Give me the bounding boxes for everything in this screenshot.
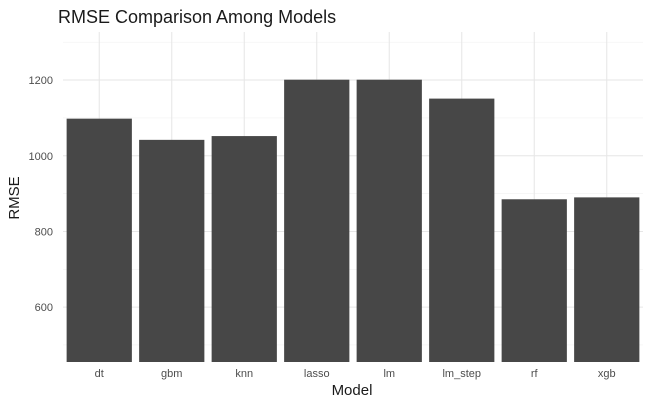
x-axis-label: Model <box>332 382 373 399</box>
bar-rf <box>501 199 567 362</box>
bar-lm_step <box>429 98 495 363</box>
y-tick-label: 800 <box>35 226 53 238</box>
x-axis-ticks: dt gbm knn lasso lm lm_step rf xgb <box>95 368 616 380</box>
bar-knn <box>211 136 277 362</box>
x-tick-label: knn <box>235 368 253 380</box>
bar-gbm <box>139 139 205 362</box>
bar-lasso <box>284 79 350 363</box>
x-tick-label: lasso <box>304 368 330 380</box>
x-tick-label: lm <box>383 368 395 380</box>
x-tick-label: lm_step <box>442 368 481 380</box>
bar-xgb <box>574 197 640 362</box>
y-axis-label: RMSE <box>6 176 23 219</box>
bars <box>66 79 640 363</box>
x-tick-label: dt <box>95 368 104 380</box>
bar-dt <box>66 118 132 362</box>
x-tick-label: gbm <box>161 368 182 380</box>
chart-title: RMSE Comparison Among Models <box>58 7 336 27</box>
x-tick-label: rf <box>531 368 539 380</box>
y-tick-label: 600 <box>35 302 53 314</box>
y-tick-label: 1000 <box>29 151 53 163</box>
x-tick-label: xgb <box>598 368 616 380</box>
y-axis-ticks: 600 800 1000 1200 <box>29 75 53 314</box>
y-tick-label: 1200 <box>29 75 53 87</box>
bar-lm <box>356 79 422 363</box>
